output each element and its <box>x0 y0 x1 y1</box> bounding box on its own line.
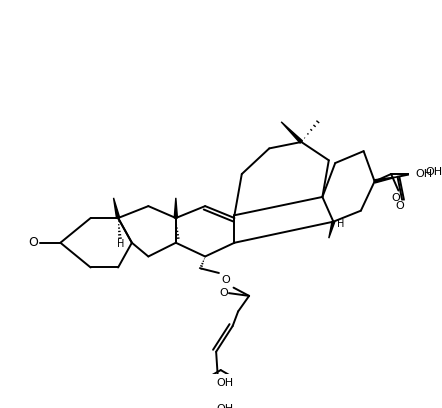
Text: OH: OH <box>217 378 234 388</box>
Text: O: O <box>395 201 404 211</box>
Text: OH: OH <box>425 167 442 177</box>
Polygon shape <box>374 177 397 183</box>
Text: O: O <box>222 275 231 285</box>
Text: H: H <box>117 239 125 248</box>
Polygon shape <box>114 198 120 218</box>
Polygon shape <box>174 198 177 218</box>
Text: O: O <box>391 193 400 203</box>
Text: H: H <box>337 219 344 228</box>
Polygon shape <box>329 221 335 238</box>
Polygon shape <box>281 122 302 143</box>
Text: O: O <box>28 236 38 249</box>
Text: OH: OH <box>415 169 432 179</box>
Text: O: O <box>219 288 228 298</box>
Text: OH: OH <box>217 404 234 408</box>
